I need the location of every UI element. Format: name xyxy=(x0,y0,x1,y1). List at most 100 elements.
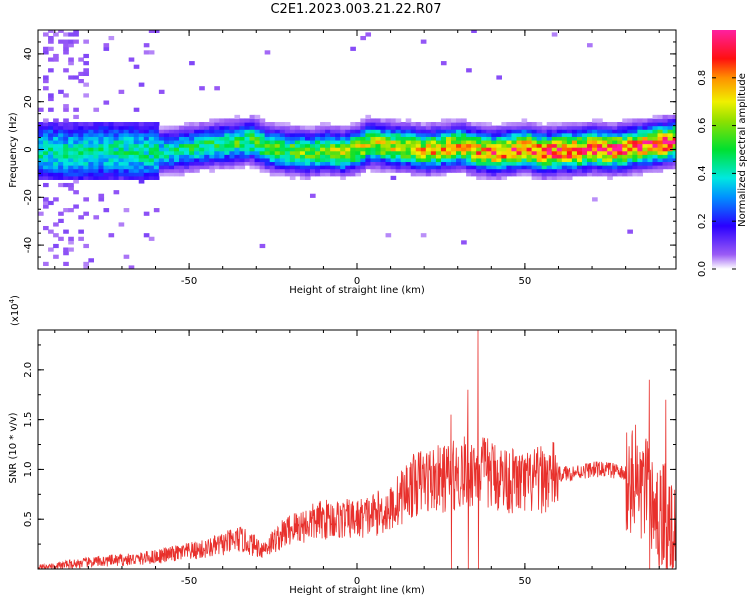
heatmap-cell xyxy=(541,147,548,152)
heatmap-cell xyxy=(496,154,502,159)
heatmap-cell xyxy=(38,139,44,145)
heatmap-cell xyxy=(88,154,95,159)
heatmap-cell xyxy=(294,157,301,163)
heatmap-cell xyxy=(299,136,306,141)
heatmap-cell xyxy=(259,165,266,170)
heatmap-cell xyxy=(194,129,200,134)
heatmap-cell xyxy=(355,143,361,148)
heatmap-cell xyxy=(375,122,382,127)
heatmap-cell xyxy=(244,136,251,141)
heatmap-cell xyxy=(249,129,256,134)
heatmap-cell xyxy=(168,157,175,163)
heatmap-cell xyxy=(43,139,49,145)
heatmap-cell xyxy=(541,172,548,177)
heatmap-cell xyxy=(234,143,241,148)
heatmap-cell xyxy=(506,125,513,130)
heatmap-cell xyxy=(571,168,578,173)
heatmap-cell xyxy=(566,157,573,163)
heatmap-cell xyxy=(501,132,508,137)
heatmap-cell xyxy=(259,139,266,145)
heatmap-cell xyxy=(128,129,135,134)
heatmap-cell xyxy=(476,172,482,177)
heatmap-cell xyxy=(108,139,115,145)
heatmap-cell xyxy=(73,125,79,130)
heatmap-cell xyxy=(209,161,215,166)
heatmap-cell xyxy=(108,233,115,238)
heatmap-cell xyxy=(546,157,553,163)
heatmap-cell xyxy=(309,193,316,198)
heatmap-cell xyxy=(294,165,301,170)
heatmap-cell xyxy=(536,168,543,173)
heatmap-cell xyxy=(88,139,95,145)
heatmap-cell xyxy=(536,125,543,130)
heatmap-cell xyxy=(244,125,251,130)
heatmap-cell xyxy=(440,165,447,170)
heatmap-cell xyxy=(546,132,553,137)
heatmap-cell xyxy=(103,122,110,127)
heatmap-cell xyxy=(153,136,160,141)
heatmap-cell xyxy=(496,165,502,170)
heatmap-cell xyxy=(486,139,492,145)
heatmap-cell xyxy=(63,261,69,267)
heatmap-cell xyxy=(440,157,447,163)
heatmap-cell xyxy=(390,132,397,137)
heatmap-cell xyxy=(93,165,100,170)
heatmap-cell xyxy=(440,168,447,173)
heatmap-cell xyxy=(133,139,140,145)
heatmap-cell xyxy=(48,154,54,159)
heatmap-cell xyxy=(395,143,402,148)
heatmap-cell xyxy=(304,165,311,170)
heatmap-cell xyxy=(496,139,502,145)
heatmap-cell xyxy=(73,172,79,177)
heatmap-cell xyxy=(380,118,387,123)
heatmap-cell xyxy=(78,139,84,145)
heatmap-cell xyxy=(274,143,281,148)
heatmap-cell xyxy=(83,261,89,267)
heatmap-cell xyxy=(173,143,180,148)
heatmap-cell xyxy=(274,172,281,177)
heatmap-cell xyxy=(445,132,452,137)
heatmap-cell xyxy=(405,147,412,152)
heatmap-cell xyxy=(617,122,623,127)
heatmap-cell xyxy=(189,139,195,145)
heatmap-cell xyxy=(486,172,492,177)
heatmap-cell xyxy=(325,136,331,141)
heatmap-cell xyxy=(53,254,59,259)
heatmap-cell xyxy=(370,143,377,148)
heatmap-cell xyxy=(259,161,266,166)
heatmap-cell xyxy=(249,125,256,130)
heatmap-cell xyxy=(370,165,377,170)
heatmap-cell xyxy=(617,129,623,134)
heatmap-cell xyxy=(375,150,382,155)
heatmap-cell xyxy=(118,165,125,170)
colorbar-tick-label: 0.2 xyxy=(697,213,708,229)
heatmap-cell xyxy=(309,172,316,177)
heatmap-cell xyxy=(63,251,69,256)
heatmap-cell xyxy=(627,129,633,134)
heatmap-cell xyxy=(370,168,377,173)
heatmap-cell xyxy=(551,129,558,134)
heatmap-cell xyxy=(526,172,533,177)
heatmap-cell xyxy=(576,125,583,130)
heatmap-cell xyxy=(68,154,74,159)
heatmap-cell xyxy=(461,139,467,145)
heatmap-cell xyxy=(657,161,664,166)
heatmap-cell xyxy=(471,143,477,148)
heatmap-cell xyxy=(607,157,613,163)
heatmap-cell xyxy=(657,143,664,148)
heatmap-cell xyxy=(400,122,407,127)
heatmap-cell xyxy=(581,143,588,148)
heatmap-cell xyxy=(496,161,502,166)
heatmap-cell xyxy=(425,157,432,163)
heatmap-cell xyxy=(521,154,528,159)
heatmap-cell xyxy=(501,139,508,145)
heatmap-cell xyxy=(521,143,528,148)
heatmap-cell xyxy=(410,139,417,145)
heatmap-cell xyxy=(113,150,120,155)
heatmap-cell xyxy=(385,154,392,159)
heatmap-cell xyxy=(637,157,644,163)
heatmap-cell xyxy=(461,132,467,137)
heatmap-cell xyxy=(309,161,316,166)
heatmap-cell xyxy=(526,154,533,159)
heatmap-cell xyxy=(521,125,528,130)
